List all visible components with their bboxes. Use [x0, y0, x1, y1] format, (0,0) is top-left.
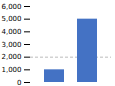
svg-text:0: 0: [17, 79, 21, 86]
svg-text:4,000: 4,000: [1, 28, 21, 36]
svg-text:6,000: 6,000: [1, 3, 21, 11]
svg-text:2,000: 2,000: [1, 53, 21, 61]
svg-text:3,000: 3,000: [1, 41, 21, 49]
svg-text:5,000: 5,000: [1, 15, 21, 23]
svg-text:1,000: 1,000: [1, 66, 21, 74]
